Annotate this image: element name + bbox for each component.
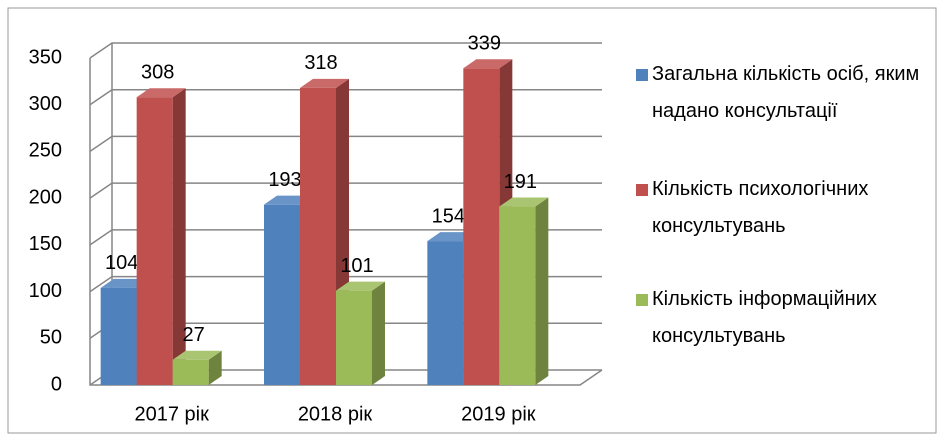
bar-front <box>336 290 372 385</box>
grid-line <box>89 42 602 59</box>
legend-label: Кількість психологічних консультувань <box>652 178 868 237</box>
y-tick-label: 50 <box>40 327 62 349</box>
y-tick-label: 350 <box>29 46 62 68</box>
bar-front <box>172 359 209 385</box>
bar-top <box>463 59 513 69</box>
bar-top <box>136 88 186 98</box>
bar-top <box>499 197 549 207</box>
bar <box>172 350 222 385</box>
bar-front <box>264 204 300 385</box>
y-tick-label: 150 <box>29 233 62 255</box>
y-tick-label: 300 <box>29 93 62 115</box>
legend-swatch <box>636 69 648 81</box>
legend-swatch <box>636 184 648 196</box>
bar-side <box>372 281 385 385</box>
bar-top <box>172 350 222 360</box>
data-label: 191 <box>504 171 537 193</box>
bar <box>336 281 385 385</box>
y-tick-label: 200 <box>29 186 62 208</box>
data-label: 318 <box>304 52 337 74</box>
data-label: 193 <box>268 169 301 191</box>
y-tick-label: 100 <box>29 280 62 302</box>
bar-front <box>427 241 464 385</box>
bar-top <box>336 281 385 291</box>
legend-label: Кількість інформаційних консультувань <box>652 288 877 347</box>
y-tick-label: 0 <box>51 373 62 395</box>
data-label: 27 <box>183 324 205 346</box>
bar-front <box>300 87 336 385</box>
bar-side <box>172 88 186 386</box>
legend-label: Загальна кількість осіб, яким надано конс… <box>652 63 919 122</box>
x-tick-label: 2017 рік <box>134 403 209 425</box>
grid-line <box>89 88 602 106</box>
grid-line <box>89 135 602 153</box>
bar-side <box>535 197 549 385</box>
data-label: 308 <box>141 62 174 84</box>
bar-top <box>300 78 349 88</box>
grid-line <box>89 229 602 246</box>
data-label: 154 <box>432 205 465 227</box>
bar-front <box>463 68 500 385</box>
bar-front <box>100 287 137 385</box>
grid-line <box>89 182 602 199</box>
data-label: 104 <box>105 252 138 274</box>
bar-front <box>499 206 536 385</box>
bar <box>499 197 549 385</box>
bar-front <box>136 97 173 386</box>
data-label: 101 <box>340 255 373 277</box>
y-tick-label: 250 <box>29 140 62 162</box>
legend-swatch <box>636 294 648 306</box>
bar-side <box>208 350 222 385</box>
data-label: 339 <box>468 33 501 55</box>
x-tick-label: 2018 рік <box>298 403 373 425</box>
bar <box>136 88 186 386</box>
x-tick-label: 2019 рік <box>461 403 536 425</box>
